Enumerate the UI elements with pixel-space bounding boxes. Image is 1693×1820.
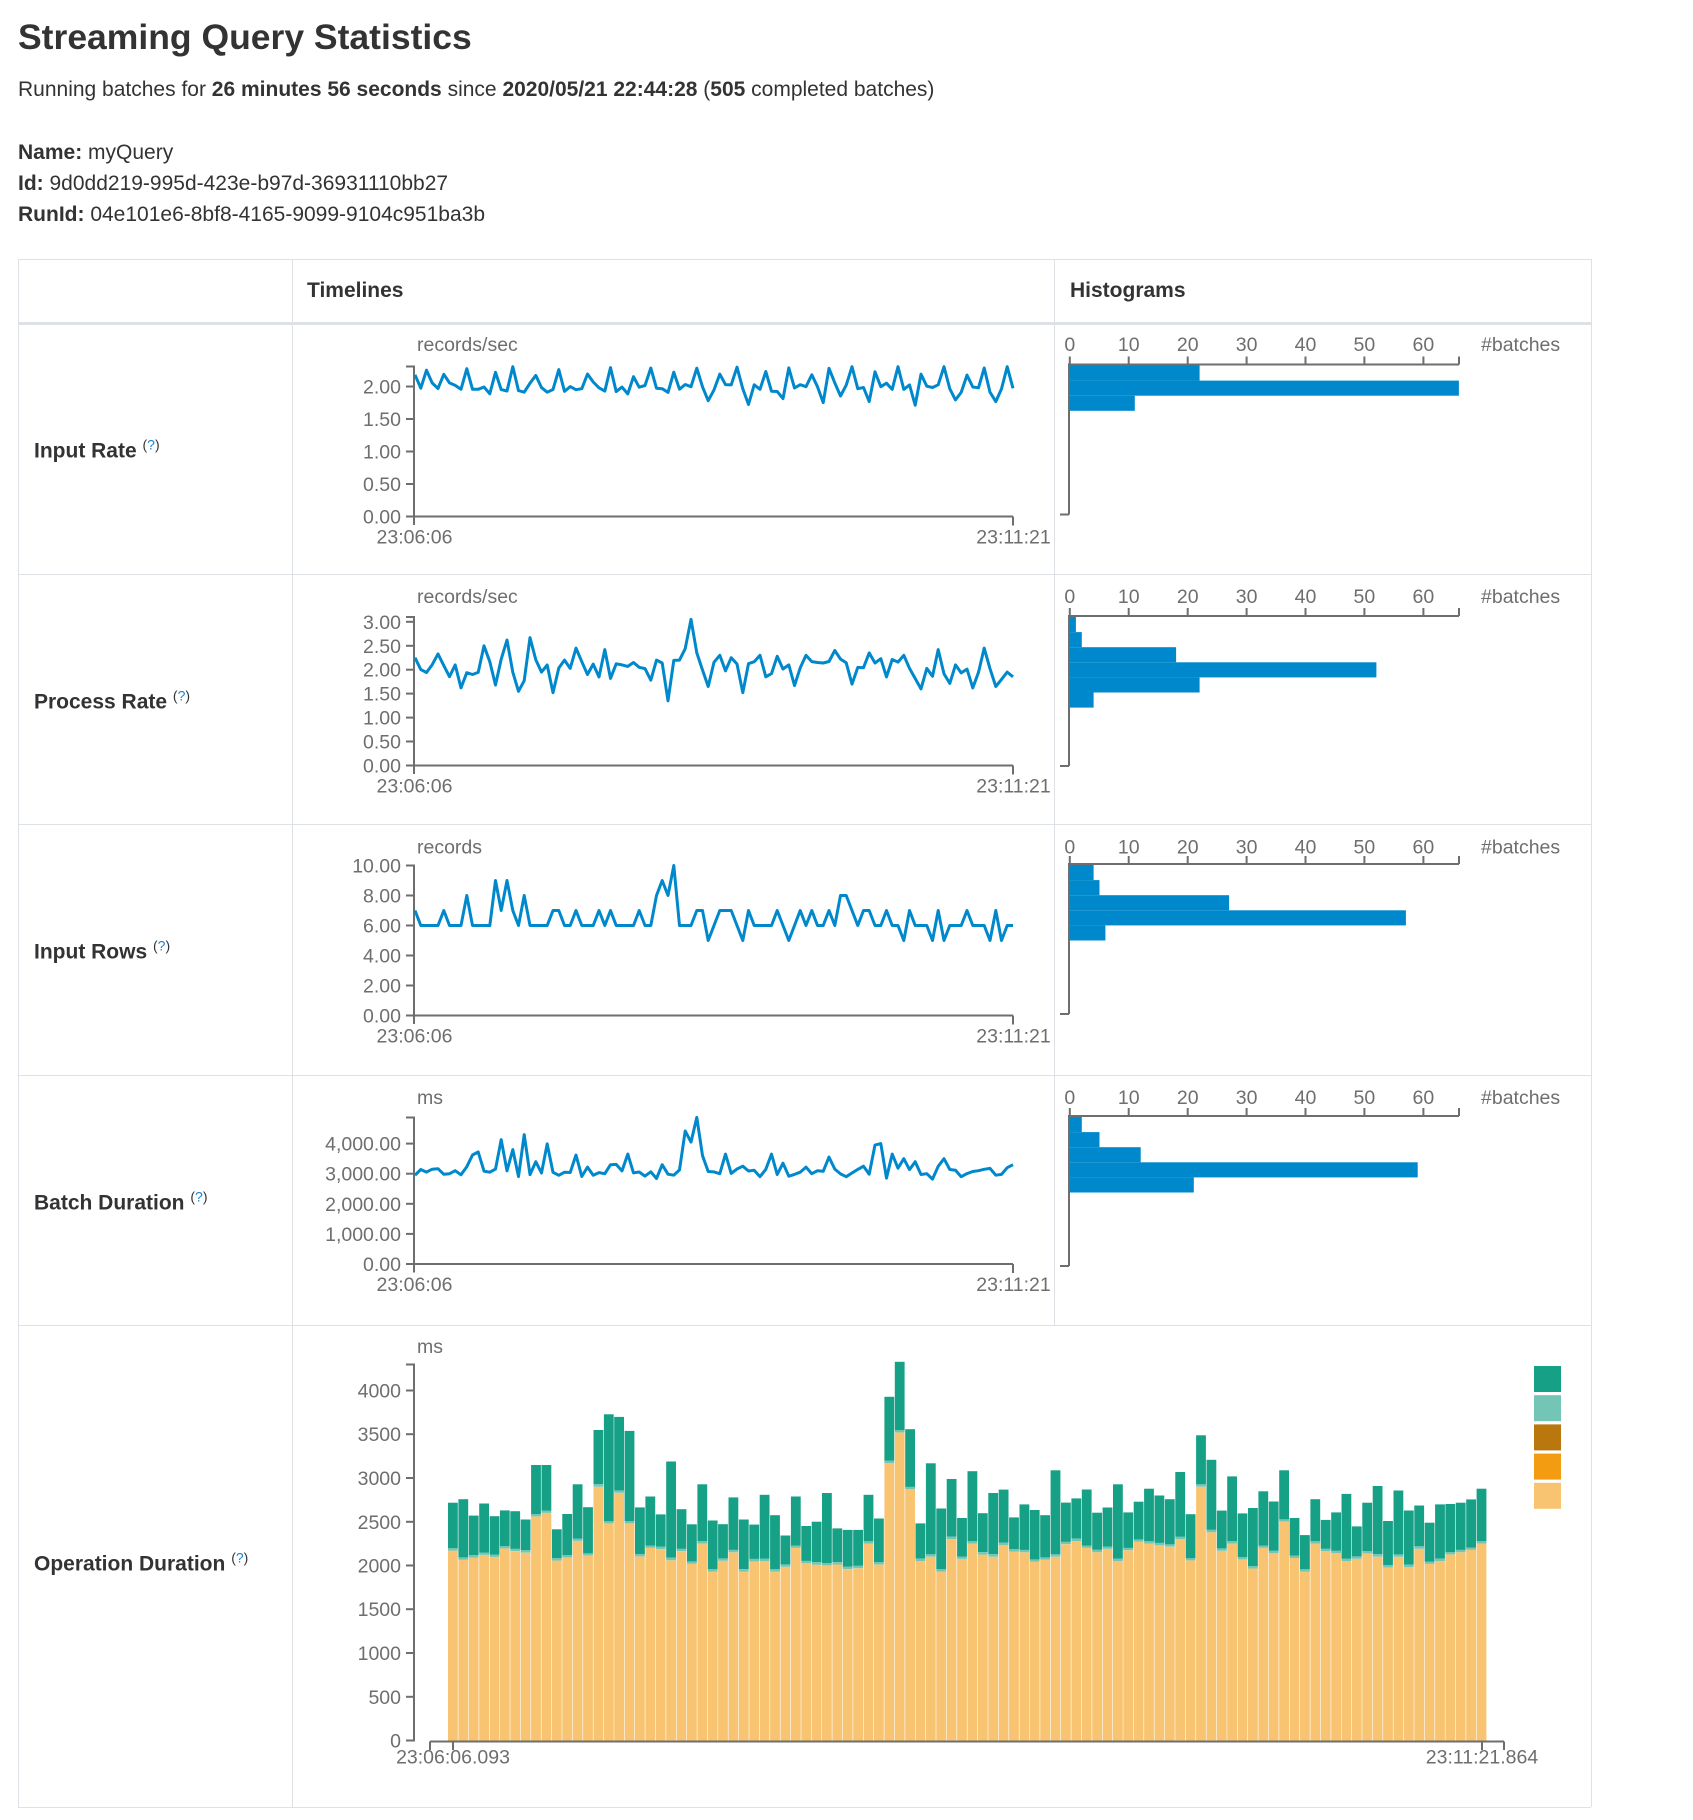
svg-text:23:11:21: 23:11:21 bbox=[976, 527, 1050, 549]
svg-text:30: 30 bbox=[1236, 837, 1258, 859]
svg-text:23:06:06: 23:06:06 bbox=[377, 1026, 453, 1048]
svg-text:1000: 1000 bbox=[358, 1643, 402, 1665]
svg-text:0.00: 0.00 bbox=[363, 1254, 401, 1276]
svg-text:2.00: 2.00 bbox=[363, 660, 401, 682]
svg-text:40: 40 bbox=[1295, 334, 1317, 356]
svg-text:23:11:21.864: 23:11:21.864 bbox=[1426, 1747, 1539, 1769]
svg-text:8.00: 8.00 bbox=[363, 886, 401, 908]
svg-text:40: 40 bbox=[1295, 586, 1317, 608]
svg-text:500: 500 bbox=[368, 1687, 401, 1709]
svg-text:records/sec: records/sec bbox=[417, 586, 518, 608]
svg-text:ms: ms bbox=[417, 1336, 443, 1358]
svg-text:records: records bbox=[417, 837, 482, 859]
svg-text:0.00: 0.00 bbox=[363, 1006, 401, 1028]
svg-text:60: 60 bbox=[1413, 837, 1435, 859]
svg-text:10: 10 bbox=[1118, 1087, 1140, 1109]
svg-text:60: 60 bbox=[1413, 1087, 1435, 1109]
svg-text:10: 10 bbox=[1118, 837, 1140, 859]
svg-text:50: 50 bbox=[1354, 837, 1376, 859]
svg-text:30: 30 bbox=[1236, 1087, 1258, 1109]
svg-text:23:11:21: 23:11:21 bbox=[976, 1026, 1050, 1048]
svg-text:0: 0 bbox=[1064, 1087, 1075, 1109]
svg-text:2.50: 2.50 bbox=[363, 636, 401, 658]
svg-text:23:06:06: 23:06:06 bbox=[377, 527, 453, 549]
svg-text:23:06:06: 23:06:06 bbox=[377, 776, 453, 798]
svg-text:0: 0 bbox=[1064, 586, 1075, 608]
svg-text:2.00: 2.00 bbox=[363, 976, 401, 998]
svg-text:10: 10 bbox=[1118, 586, 1140, 608]
svg-text:2000: 2000 bbox=[358, 1556, 402, 1578]
svg-text:0.00: 0.00 bbox=[363, 507, 401, 529]
svg-text:40: 40 bbox=[1295, 837, 1317, 859]
svg-text:#batches: #batches bbox=[1481, 1087, 1560, 1109]
svg-text:3000: 3000 bbox=[358, 1468, 402, 1490]
svg-text:0: 0 bbox=[1064, 837, 1075, 859]
svg-text:3500: 3500 bbox=[358, 1424, 402, 1446]
svg-text:60: 60 bbox=[1413, 586, 1435, 608]
svg-text:1.00: 1.00 bbox=[363, 442, 401, 464]
svg-text:ms: ms bbox=[417, 1087, 443, 1109]
svg-text:2500: 2500 bbox=[358, 1512, 402, 1534]
svg-text:0: 0 bbox=[390, 1731, 401, 1753]
svg-text:30: 30 bbox=[1236, 334, 1258, 356]
svg-text:4.00: 4.00 bbox=[363, 946, 401, 968]
svg-text:4,000.00: 4,000.00 bbox=[325, 1134, 401, 1156]
svg-text:10.00: 10.00 bbox=[352, 856, 401, 878]
svg-text:50: 50 bbox=[1354, 1087, 1376, 1109]
svg-text:4000: 4000 bbox=[358, 1381, 402, 1403]
svg-text:1.00: 1.00 bbox=[363, 708, 401, 730]
svg-text:3.00: 3.00 bbox=[363, 612, 401, 634]
svg-text:20: 20 bbox=[1177, 1087, 1199, 1109]
svg-text:2.00: 2.00 bbox=[363, 377, 401, 399]
svg-text:23:11:21: 23:11:21 bbox=[976, 776, 1050, 798]
svg-text:6.00: 6.00 bbox=[363, 916, 401, 938]
svg-text:30: 30 bbox=[1236, 586, 1258, 608]
svg-text:0.00: 0.00 bbox=[363, 756, 401, 778]
svg-text:0: 0 bbox=[1064, 334, 1075, 356]
svg-text:10: 10 bbox=[1118, 334, 1140, 356]
svg-text:40: 40 bbox=[1295, 1087, 1317, 1109]
svg-text:0.50: 0.50 bbox=[363, 474, 401, 496]
svg-text:60: 60 bbox=[1413, 334, 1435, 356]
svg-text:50: 50 bbox=[1354, 586, 1376, 608]
svg-text:20: 20 bbox=[1177, 837, 1199, 859]
svg-text:records/sec: records/sec bbox=[417, 334, 518, 356]
svg-text:2,000.00: 2,000.00 bbox=[325, 1194, 401, 1216]
svg-text:0.50: 0.50 bbox=[363, 732, 401, 754]
svg-text:20: 20 bbox=[1177, 586, 1199, 608]
svg-text:#batches: #batches bbox=[1481, 334, 1560, 356]
svg-text:20: 20 bbox=[1177, 334, 1199, 356]
svg-text:1500: 1500 bbox=[358, 1599, 402, 1621]
svg-text:#batches: #batches bbox=[1481, 586, 1560, 608]
svg-text:3,000.00: 3,000.00 bbox=[325, 1164, 401, 1186]
svg-text:1,000.00: 1,000.00 bbox=[325, 1224, 401, 1246]
svg-text:23:11:21: 23:11:21 bbox=[976, 1274, 1050, 1296]
svg-text:#batches: #batches bbox=[1481, 837, 1560, 859]
svg-text:1.50: 1.50 bbox=[363, 409, 401, 431]
svg-text:50: 50 bbox=[1354, 334, 1376, 356]
svg-text:23:06:06.093: 23:06:06.093 bbox=[396, 1747, 510, 1769]
svg-text:23:06:06: 23:06:06 bbox=[377, 1274, 453, 1296]
svg-text:1.50: 1.50 bbox=[363, 684, 401, 706]
